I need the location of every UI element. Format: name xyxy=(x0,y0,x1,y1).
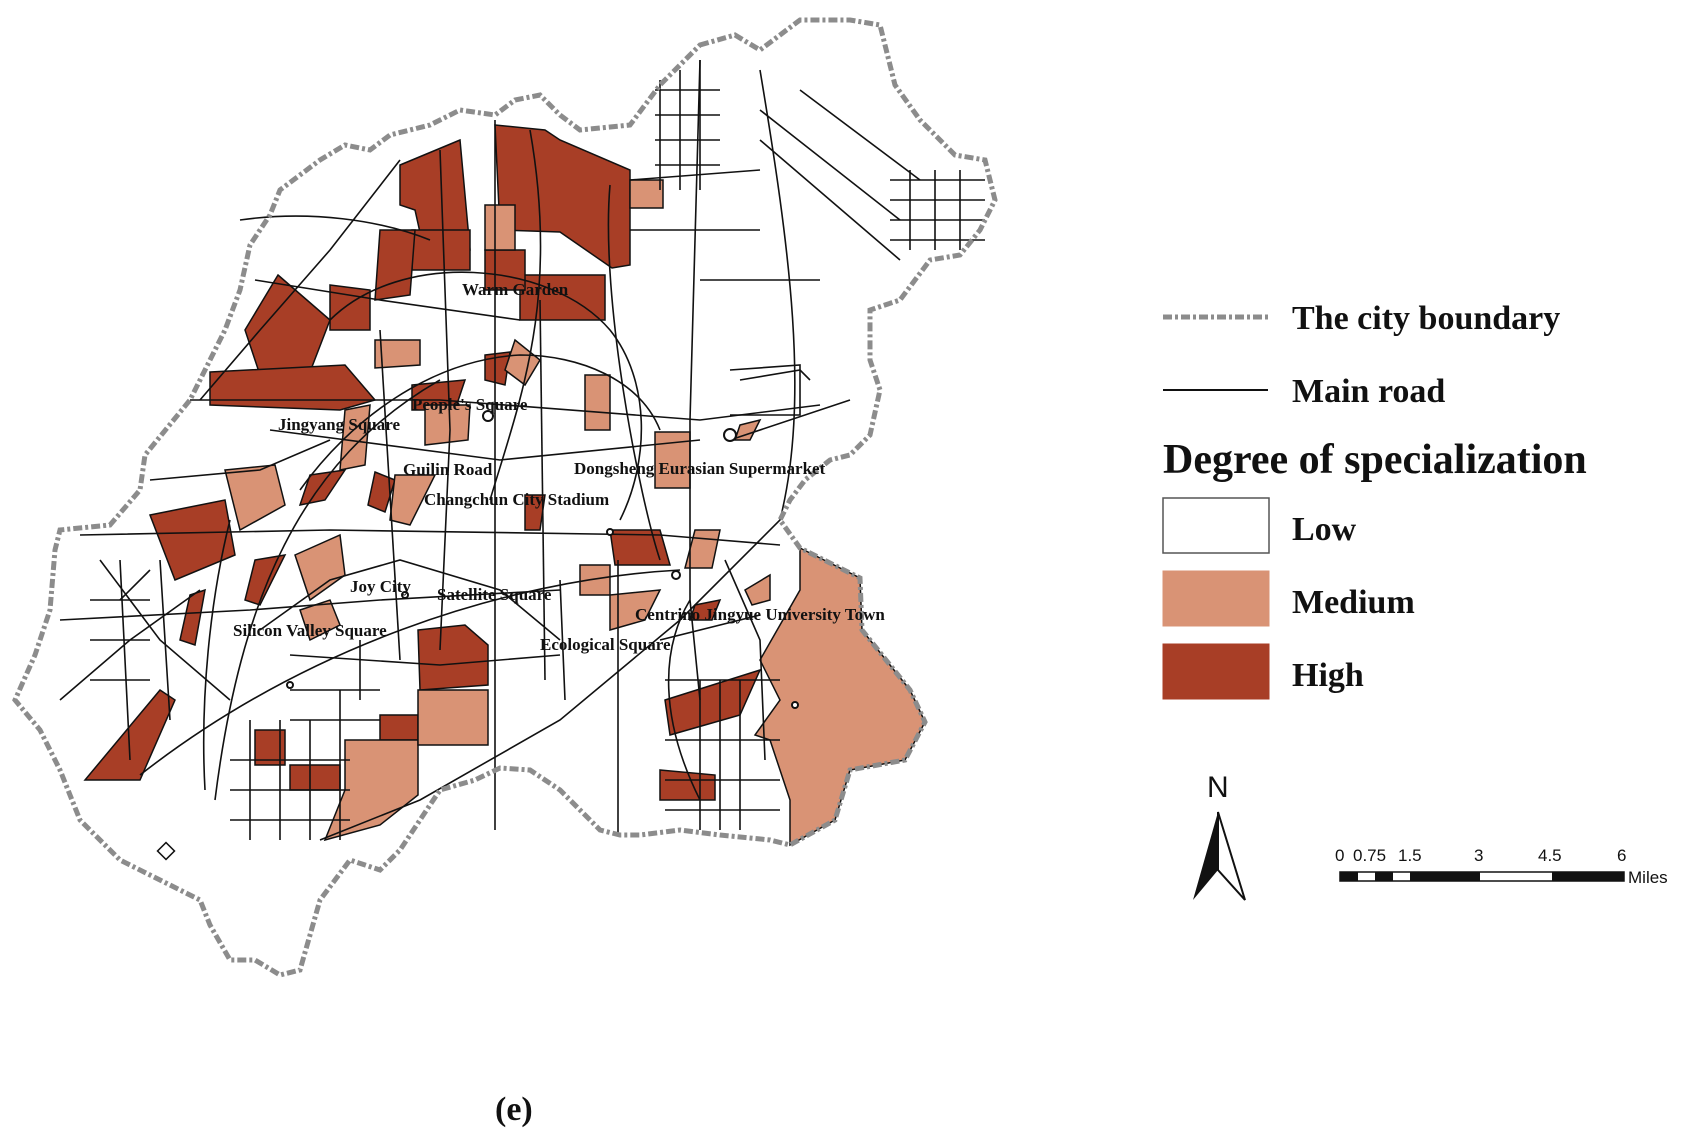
label-satellite-square: Satellite Square xyxy=(437,585,552,604)
main-roads xyxy=(59,59,985,841)
scale-unit: Miles xyxy=(1628,868,1668,887)
zone-high xyxy=(374,229,416,301)
north-arrow: N xyxy=(1193,771,1246,901)
zone-medium xyxy=(504,338,541,387)
legend-boundary-label: The city boundary xyxy=(1292,300,1560,337)
label-guilin-road: Guilin Road xyxy=(403,460,493,479)
label-changchun-stadium: Changchun City Stadium xyxy=(424,490,609,509)
zone-high xyxy=(289,764,341,791)
zone-medium xyxy=(294,533,346,602)
zone-high xyxy=(484,351,511,386)
marker-ecological-square xyxy=(671,570,681,580)
label-dongsheng-supermarket: Dongsheng Eurasian Supermarket xyxy=(574,459,826,478)
scale-tick-15: 1.5 xyxy=(1398,846,1422,865)
legend-medium-swatch xyxy=(1162,570,1270,627)
zone-high xyxy=(417,624,489,691)
zone-medium xyxy=(374,339,421,369)
square-markers xyxy=(286,410,799,709)
marker-silicon xyxy=(286,681,294,689)
legend: The city boundary Main road Degree of sp… xyxy=(1162,300,1587,700)
zone-high xyxy=(524,494,546,531)
scale-tick-3: 3 xyxy=(1474,846,1483,865)
legend-low-label: Low xyxy=(1292,511,1357,548)
zone-high xyxy=(379,714,419,741)
zone-high xyxy=(298,469,347,506)
scale-tick-075: 0.75 xyxy=(1353,846,1386,865)
place-labels: Warm Garden People's Square Jingyang Squ… xyxy=(233,280,885,654)
label-joy-city: Joy City xyxy=(350,577,411,596)
legend-medium-label: Medium xyxy=(1292,584,1415,621)
label-warm-garden: Warm Garden xyxy=(462,280,569,299)
zone-medium xyxy=(484,204,516,251)
zone-medium xyxy=(609,589,662,631)
legend-title: Degree of specialization xyxy=(1163,437,1587,483)
zone-high xyxy=(254,729,286,766)
marker-east xyxy=(723,428,737,442)
scale-tick-6: 6 xyxy=(1617,846,1626,865)
legend-high-swatch xyxy=(1162,643,1270,700)
zone-high xyxy=(209,364,377,411)
north-arrow-icon xyxy=(1193,812,1218,900)
north-label: N xyxy=(1207,771,1229,804)
legend-road-label: Main road xyxy=(1292,373,1445,410)
zone-medium xyxy=(629,179,664,209)
zone-medium xyxy=(753,546,926,847)
medium-zones xyxy=(224,179,926,847)
zone-high xyxy=(659,769,716,801)
scale-tick-45: 4.5 xyxy=(1538,846,1562,865)
legend-high-label: High xyxy=(1292,657,1364,694)
figure-caption: (e) xyxy=(495,1091,533,1128)
zone-high xyxy=(609,529,671,566)
marker-jingyue xyxy=(791,701,799,709)
marker-peoples-square xyxy=(482,410,494,422)
zone-high xyxy=(179,588,206,646)
scale-bar: 0 0.75 1.5 3 4.5 6 Miles xyxy=(1335,846,1668,887)
zone-medium xyxy=(389,474,437,526)
zone-high xyxy=(494,124,631,269)
marker-stadium xyxy=(606,528,614,536)
marker-satellite-square xyxy=(401,591,409,599)
scale-tick-0: 0 xyxy=(1335,846,1344,865)
label-peoples-square: People's Square xyxy=(412,395,528,414)
zone-high xyxy=(244,554,287,606)
zone-high xyxy=(148,499,236,581)
label-ecological-square: Ecological Square xyxy=(540,635,671,654)
enclave xyxy=(156,841,176,861)
city-boundary xyxy=(12,17,998,978)
zone-high xyxy=(329,284,371,331)
label-silicon-valley-square: Silicon Valley Square xyxy=(233,621,387,640)
label-jingyang-square: Jingyang Square xyxy=(278,415,400,434)
zone-high xyxy=(83,689,176,781)
legend-low-swatch xyxy=(1162,497,1270,554)
zone-medium xyxy=(744,573,771,606)
zone-medium xyxy=(584,374,611,431)
label-centrino-jingyue: Centrino Jingyue University Town xyxy=(635,605,885,624)
zone-medium xyxy=(224,464,286,532)
zone-medium xyxy=(417,689,489,746)
zone-medium xyxy=(424,404,471,446)
zone-medium xyxy=(299,599,341,642)
